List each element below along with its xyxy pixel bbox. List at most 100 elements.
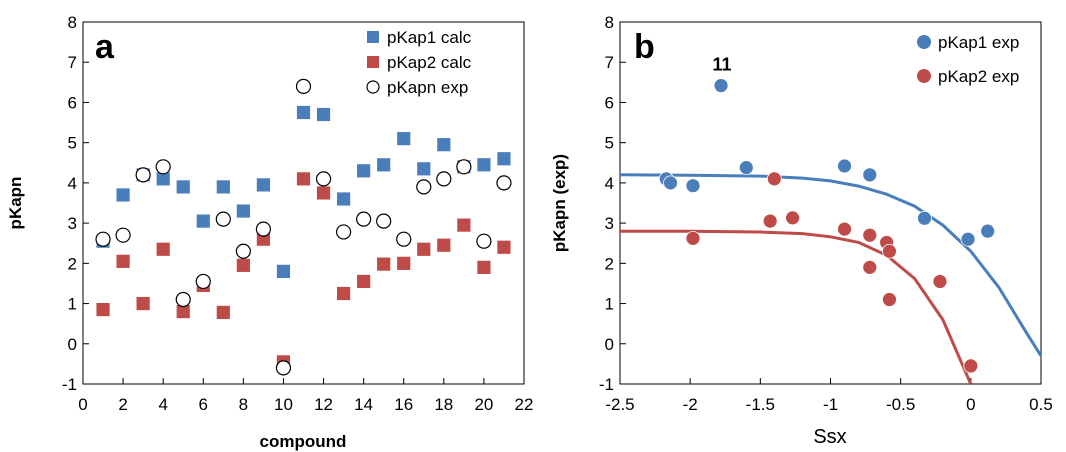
legend-label: pKap2 calc (387, 53, 472, 72)
data-point (980, 223, 996, 239)
panel-a-legend: pKap1 calc pKap2 calc pKapn exp (366, 28, 472, 97)
data-point (917, 210, 932, 226)
data-point (837, 158, 852, 174)
data-point (276, 263, 291, 279)
trend-line (620, 229, 973, 384)
data-point (396, 255, 412, 271)
panel-a-xtick-label: 6 (199, 395, 208, 414)
panel-b-ytick-label: 2 (605, 254, 614, 273)
panel-b: -1 0 1 2 3 4 5 6 7 8 -2.5 -2 -1.5 -1 -0.5 0 0.5 b 11 Ssx… (550, 13, 1053, 448)
data-point (235, 257, 251, 273)
data-point (496, 151, 512, 167)
panel-a-ytick-label: -1 (62, 375, 77, 394)
data-point (135, 167, 151, 183)
panel-b-xtick-label: -1.5 (746, 395, 775, 414)
panel-b-ytick-label: 1 (605, 295, 614, 314)
data-point (296, 171, 311, 187)
panel-a-ytick-label: 1 (68, 295, 77, 314)
legend-marker (367, 56, 379, 68)
data-point (476, 157, 492, 173)
panel-a-xtick-label: 12 (314, 395, 333, 414)
annotation-11: 11 (712, 54, 731, 74)
data-point (336, 191, 351, 207)
panel-a-xtick-label: 4 (158, 395, 167, 414)
data-point (356, 274, 372, 289)
panel-b-ytick-label: 0 (605, 335, 614, 354)
data-point (296, 105, 311, 120)
panel-a-xtick-label: 18 (434, 395, 453, 414)
panel-b-xtick-label: -1 (823, 395, 838, 414)
data-point (215, 305, 231, 320)
panel-b-xtick-label: -2 (683, 395, 698, 414)
panel-b-ytick-label: 7 (605, 53, 614, 72)
data-point (235, 203, 251, 219)
data-point (115, 227, 131, 243)
panel-a-xtick-label: 22 (515, 395, 534, 414)
data-point (416, 161, 432, 177)
data-point (932, 274, 948, 289)
data-point (436, 137, 452, 153)
data-point (685, 178, 701, 194)
panel-b-ytick-label: -1 (599, 375, 614, 394)
data-point (762, 213, 778, 229)
panel-a-xtick-label: 2 (118, 395, 127, 414)
panel-b-xlabel: Ssx (813, 426, 846, 448)
data-point (215, 179, 231, 195)
data-point (175, 179, 191, 195)
data-point (436, 237, 452, 253)
data-point (135, 296, 151, 311)
panel-a-ytick-label: 2 (68, 254, 77, 273)
data-point (95, 302, 111, 317)
data-point (335, 224, 352, 240)
data-point (837, 221, 852, 237)
legend-marker (917, 35, 931, 49)
panel-b-label: b (634, 28, 655, 66)
panel-a-ytick-label: 0 (68, 335, 77, 354)
panel-b-xtick-label: -0.5 (886, 395, 915, 414)
data-point (95, 231, 111, 247)
panel-a-xtick-label: 10 (274, 395, 293, 414)
data-point (356, 163, 372, 179)
data-point (316, 185, 331, 201)
panel-b-ytick-label: 4 (605, 174, 614, 193)
data-point (376, 213, 392, 229)
data-point (496, 175, 512, 191)
panel-a-xtick-label: 16 (394, 395, 413, 414)
data-point (882, 243, 897, 259)
trend-line (620, 173, 1041, 357)
data-point (862, 259, 878, 275)
data-point (316, 107, 331, 122)
data-point (115, 187, 131, 203)
panel-b-ytick-label: 3 (605, 214, 614, 233)
data-point (195, 213, 211, 229)
data-point (215, 211, 231, 227)
panel-a-frame (82, 21, 525, 385)
data-point (416, 241, 432, 257)
legend-marker (366, 80, 380, 94)
data-point (115, 253, 131, 269)
panel-a-xtick-label: 20 (474, 395, 493, 414)
data-point (963, 358, 979, 374)
panel-a-ylabel: pKapn (6, 177, 25, 230)
panel-b-ylabel: pKapn (exp) (550, 154, 569, 252)
panel-b-ytick-label: 6 (605, 93, 614, 112)
data-point (785, 210, 801, 226)
panel-a-ytick-label: 5 (68, 134, 77, 153)
legend-label: pKap1 calc (387, 28, 472, 47)
panel-b-ytick-label: 5 (605, 134, 614, 153)
data-point (376, 157, 392, 173)
data-point (713, 78, 729, 93)
panel-b-xtick-label: 0.5 (1029, 395, 1053, 414)
data-point (416, 179, 432, 195)
data-point (255, 221, 272, 237)
data-point (862, 227, 878, 243)
data-point (235, 243, 251, 259)
data-point (256, 177, 271, 193)
panel-b-legend: pKap1 exp pKap2 exp (917, 33, 1019, 86)
data-point (396, 231, 412, 247)
legend-label: pKap1 exp (938, 33, 1019, 52)
data-point (315, 171, 332, 187)
data-point (766, 171, 782, 187)
panel-a-xtick-label: 0 (78, 395, 87, 414)
